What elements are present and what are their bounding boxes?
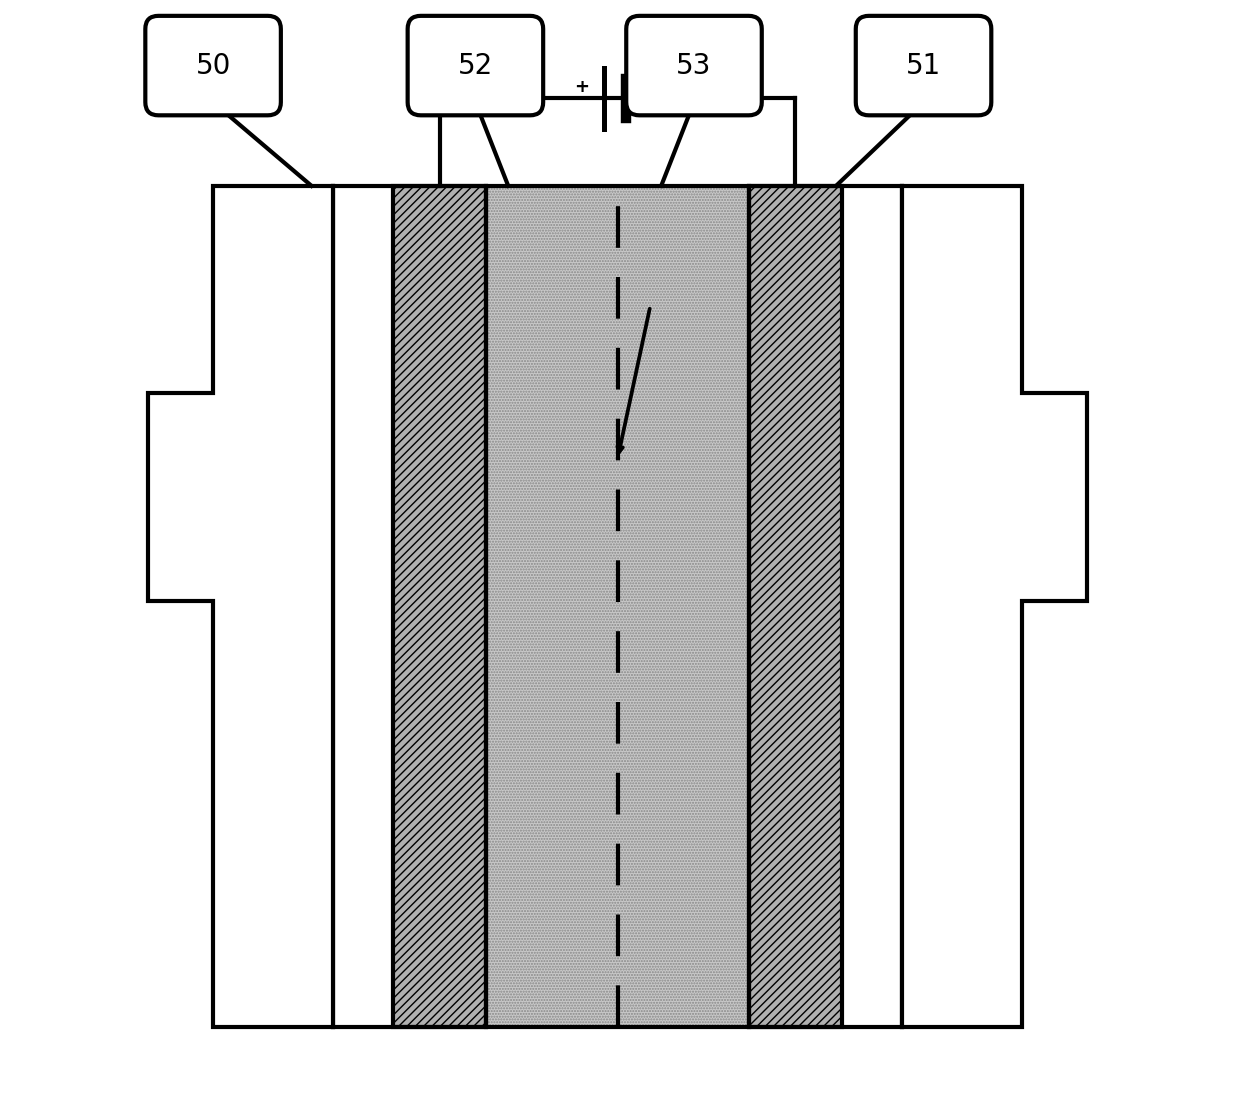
Text: 53: 53	[677, 51, 711, 80]
FancyBboxPatch shape	[408, 16, 543, 116]
Bar	[487, 186, 748, 1027]
Polygon shape	[147, 186, 333, 1027]
Text: 52: 52	[458, 51, 493, 80]
FancyBboxPatch shape	[626, 16, 762, 116]
FancyBboxPatch shape	[856, 16, 992, 116]
Bar	[487, 186, 748, 1027]
Text: +: +	[574, 79, 589, 96]
Bar	[394, 186, 487, 1027]
Polygon shape	[902, 186, 1088, 1027]
FancyBboxPatch shape	[146, 16, 280, 116]
Text: 51: 51	[906, 51, 941, 80]
Text: 50: 50	[195, 51, 231, 80]
Bar	[748, 186, 841, 1027]
